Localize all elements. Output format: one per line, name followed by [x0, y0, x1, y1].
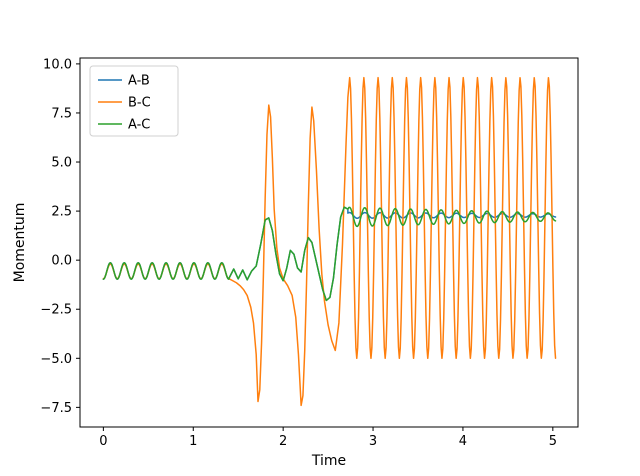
x-tick-label: 3 [369, 434, 377, 449]
y-tick-label: 10.0 [43, 57, 72, 72]
legend: A-B B-C A-C [89, 65, 179, 137]
y-axis-label: Momentum [12, 203, 28, 283]
legend-label: B-C [128, 96, 151, 111]
y-tick-label: 2.5 [51, 205, 72, 220]
y-tick-label: 0.0 [51, 254, 72, 269]
legend-box [89, 65, 179, 137]
legend-entry: A-C [98, 118, 150, 133]
series-line-a-c [102, 206, 557, 302]
y-tick-label: −2.5 [40, 303, 72, 318]
legend-entry: B-C [98, 96, 151, 111]
x-tick-label: 1 [189, 434, 197, 449]
legend-label: A-B [128, 74, 150, 89]
x-tick-label: 2 [279, 434, 287, 449]
series-lines [102, 76, 557, 407]
x-tick-label: 0 [99, 434, 107, 449]
x-tick-label: 5 [549, 434, 557, 449]
axes-frame [79, 57, 579, 428]
y-tick-label: 5.0 [51, 156, 72, 171]
x-tick-label: 4 [459, 434, 467, 449]
legend-label: A-C [128, 118, 150, 133]
y-tick-label: 7.5 [51, 106, 72, 121]
y-tick-label: −7.5 [40, 401, 72, 416]
x-axis-label: Time [311, 453, 346, 469]
y-tick-label: −5.0 [40, 352, 72, 367]
legend-entry: A-B [98, 74, 150, 89]
